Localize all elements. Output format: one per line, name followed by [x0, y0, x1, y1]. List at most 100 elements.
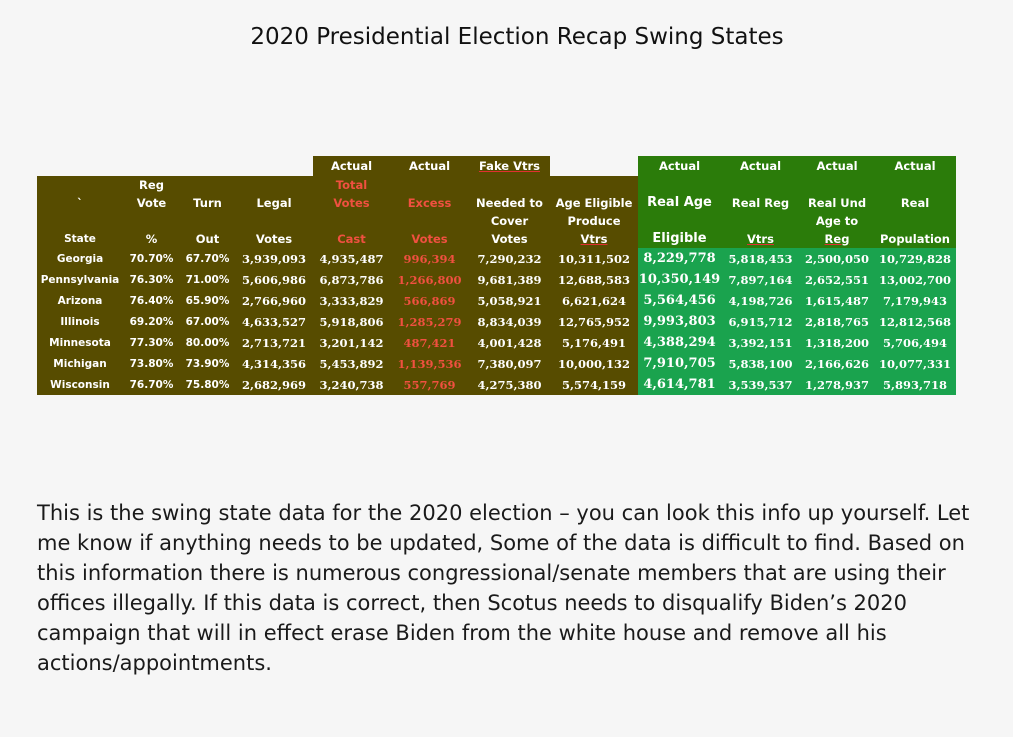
- data-cell: 4,633,527: [235, 311, 313, 332]
- data-cell: 7,380,097: [469, 353, 550, 374]
- header-cell: Actual: [638, 156, 721, 176]
- header-cell: [638, 212, 721, 230]
- data-cell: 8,229,778: [638, 248, 721, 269]
- data-cell: 76.70%: [123, 374, 180, 395]
- header-cell: Excess: [390, 194, 469, 212]
- data-cell: 12,812,568: [874, 311, 956, 332]
- data-cell: 8,834,039: [469, 311, 550, 332]
- state-name-cell: Wisconsin: [37, 374, 123, 395]
- data-cell: 4,388,294: [638, 332, 721, 353]
- data-cell: 6,621,624: [550, 290, 638, 311]
- header-cell: Votes: [469, 230, 550, 248]
- header-cell: Actual: [800, 156, 874, 176]
- state-name-cell: Michigan: [37, 353, 123, 374]
- header-cell: Reg: [123, 176, 180, 194]
- header-cell: [180, 176, 235, 194]
- data-cell: 73.80%: [123, 353, 180, 374]
- header-cell: Cover: [469, 212, 550, 230]
- header-cell: Real Age: [638, 194, 721, 212]
- swing-state-table: Actual Actual Fake Vtrs Actual Actual Ac…: [37, 156, 956, 395]
- data-cell: 10,077,331: [874, 353, 956, 374]
- data-cell: 5,453,892: [313, 353, 390, 374]
- data-cell: 5,918,806: [313, 311, 390, 332]
- data-cell: 13,002,700: [874, 269, 956, 290]
- data-cell: 487,421: [390, 332, 469, 353]
- header-row-1: Actual Actual Fake Vtrs Actual Actual Ac…: [37, 156, 956, 176]
- data-cell: 7,290,232: [469, 248, 550, 269]
- header-cell: Age to: [800, 212, 874, 230]
- header-cell-text: Reg: [824, 232, 850, 246]
- data-cell: 6,915,712: [721, 311, 800, 332]
- header-cell: Eligible: [638, 230, 721, 248]
- header-cell: Actual: [313, 156, 390, 176]
- data-cell: 1,318,200: [800, 332, 874, 353]
- header-cell: Actual: [390, 156, 469, 176]
- data-cell: 10,311,502: [550, 248, 638, 269]
- header-cell-text: Vtrs: [580, 232, 608, 246]
- state-name-cell: Pennsylvania: [37, 269, 123, 290]
- state-name-cell: Illinois: [37, 311, 123, 332]
- header-cell: Votes: [235, 230, 313, 248]
- header-cell: [235, 176, 313, 194]
- data-cell: 1,139,536: [390, 353, 469, 374]
- data-cell: 5,838,100: [721, 353, 800, 374]
- data-cell: 3,201,142: [313, 332, 390, 353]
- header-cell: [390, 212, 469, 230]
- header-cell: [469, 176, 550, 194]
- header-cell: [37, 176, 123, 194]
- data-cell: 10,350,149: [638, 269, 721, 290]
- data-cell: 10,000,132: [550, 353, 638, 374]
- data-cell: 1,615,487: [800, 290, 874, 311]
- data-cell: 5,564,456: [638, 290, 721, 311]
- header-cell: Legal: [235, 194, 313, 212]
- data-cell: 1,266,800: [390, 269, 469, 290]
- data-cell: 1,285,279: [390, 311, 469, 332]
- header-row-2: Reg Total: [37, 176, 956, 194]
- header-cell: Vtrs: [550, 230, 638, 248]
- data-cell: 80.00%: [180, 332, 235, 353]
- data-cell: 65.90%: [180, 290, 235, 311]
- header-cell: [37, 212, 123, 230]
- table-row: Arizona 76.40% 65.90% 2,766,960 3,333,829 566…: [37, 290, 956, 311]
- header-cell: Fake Vtrs: [469, 156, 550, 176]
- data-cell: 3,333,829: [313, 290, 390, 311]
- table-body: Actual Actual Fake Vtrs Actual Actual Ac…: [37, 156, 956, 395]
- header-cell: Needed to: [469, 194, 550, 212]
- header-cell: Total: [313, 176, 390, 194]
- header-cell: [235, 212, 313, 230]
- header-cell: [721, 176, 800, 194]
- data-cell: 3,392,151: [721, 332, 800, 353]
- data-cell: 5,706,494: [874, 332, 956, 353]
- header-row-3: ` Vote Turn Legal Votes Excess Needed to…: [37, 194, 956, 212]
- data-cell: 75.80%: [180, 374, 235, 395]
- header-cell: [800, 176, 874, 194]
- header-cell: Real: [874, 194, 956, 212]
- header-cell-text: Fake Vtrs: [479, 159, 540, 173]
- data-cell: 12,765,952: [550, 311, 638, 332]
- table-row: Michigan 73.80% 73.90% 4,314,356 5,453,892 1,…: [37, 353, 956, 374]
- state-name-cell: Georgia: [37, 248, 123, 269]
- data-cell: 2,818,765: [800, 311, 874, 332]
- data-cell: 10,729,828: [874, 248, 956, 269]
- data-cell: 67.00%: [180, 311, 235, 332]
- header-row-4: Cover Produce Age to: [37, 212, 956, 230]
- header-cell: Actual: [874, 156, 956, 176]
- data-cell: 4,314,356: [235, 353, 313, 374]
- data-cell: 73.90%: [180, 353, 235, 374]
- header-cell: [721, 212, 800, 230]
- data-cell: 7,179,943: [874, 290, 956, 311]
- data-cell: 5,893,718: [874, 374, 956, 395]
- data-cell: 4,935,487: [313, 248, 390, 269]
- header-cell: Population: [874, 230, 956, 248]
- data-cell: 5,606,986: [235, 269, 313, 290]
- data-cell: 4,001,428: [469, 332, 550, 353]
- header-cell: [235, 156, 313, 176]
- data-cell: 4,198,726: [721, 290, 800, 311]
- header-cell: Vtrs: [721, 230, 800, 248]
- header-cell: Actual: [721, 156, 800, 176]
- header-cell: [123, 212, 180, 230]
- data-cell: 12,688,583: [550, 269, 638, 290]
- body-paragraph: This is the swing state data for the 202…: [37, 501, 970, 675]
- data-cell: 5,818,453: [721, 248, 800, 269]
- data-cell: 9,681,389: [469, 269, 550, 290]
